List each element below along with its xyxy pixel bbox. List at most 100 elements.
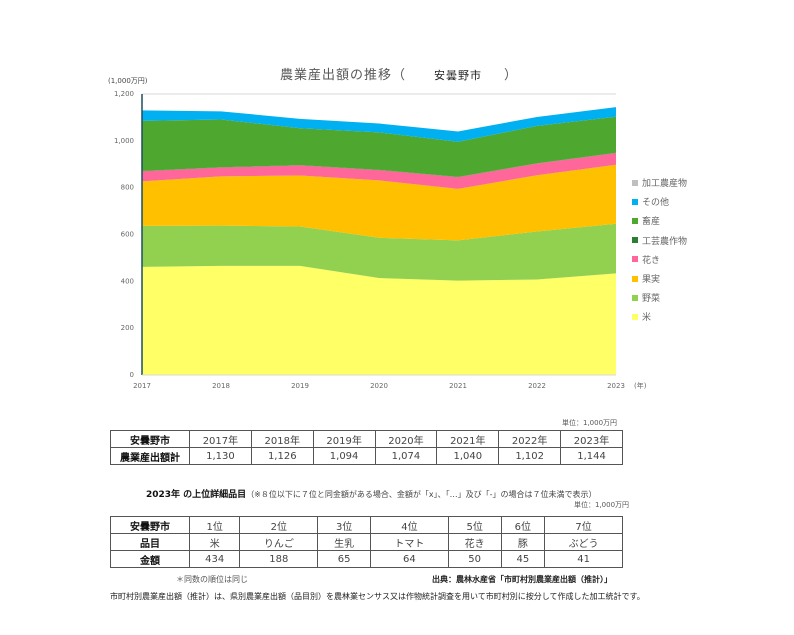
legend-label: 果実 [642, 275, 661, 286]
total-cell: 1,040 [436, 447, 500, 465]
stacked-area-chart: 0 200 400 600 800 1,000 1,200 2017 2018 2019 2020 2… [114, 90, 647, 390]
y-tick-label: 200 [121, 324, 134, 332]
amount-cell: 64 [369, 550, 449, 568]
legend-swatch [632, 294, 638, 301]
top-items-title-main: 2023年 の上位詳細品目 [146, 490, 247, 500]
legend-item: 畜産 [632, 211, 687, 230]
total-cell: 1,144 [560, 447, 623, 465]
x-tick-label: 2022 [528, 382, 546, 390]
item-row: 品目 米りんご 生乳 トマト 花き豚ぶどう [110, 533, 623, 551]
item-cell: トマト [369, 533, 449, 551]
totals-row-label: 農業産出額計 [110, 447, 190, 465]
rank-cell: 1位 [188, 516, 241, 534]
rank-cell: 5位 [447, 516, 502, 534]
totals-header-row: 安曇野市 2017年 2018年 2019年 2020年 2021年 2022年 2023年 [110, 430, 623, 448]
table1-unit: 単位：1,000万円 [562, 419, 618, 427]
amount-cell: 45 [500, 550, 546, 568]
legend-item: 工芸農作物 [632, 231, 687, 250]
item-cell: 生乳 [317, 533, 371, 551]
y-tick-label: 800 [121, 184, 134, 192]
legend-label: 加工農産物 [642, 179, 688, 190]
top-items-table: 安曇野市 1位 2位 3位 4位 5位 6位 7位 品目 米りんご 生乳 トマト 花き豚ぶどう 金… [110, 516, 623, 568]
chart-title-close: ） [504, 68, 519, 83]
x-tick-label: 2018 [212, 382, 230, 390]
area-0 [142, 265, 616, 375]
y-axis-unit: (1,000万円) [108, 77, 148, 85]
legend-label: 花き [642, 255, 661, 266]
table2-unit: 単位：1,000万円 [574, 501, 630, 509]
legend-item: 果実 [632, 269, 687, 288]
amount-cell: 50 [447, 550, 502, 568]
item-cell: 花き [447, 533, 502, 551]
rank-cell: 4位 [369, 516, 449, 534]
rank-row: 安曇野市 1位 2位 3位 4位 5位 6位 7位 [110, 516, 623, 534]
chart-title: 農業産出額の推移（ 安曇野市 ） [280, 64, 518, 83]
amount-cell: 188 [239, 550, 319, 568]
top-items-title: 2023年 の上位詳細品目（※８位以下に７位と同金額がある場合、金額が「x」、「… [146, 487, 597, 500]
total-cell: 1,126 [250, 447, 314, 465]
legend-swatch [632, 198, 638, 205]
legend-swatch [632, 275, 638, 282]
year-cell: 2023年 [560, 430, 623, 448]
legend-item: 加工農産物 [632, 173, 687, 192]
total-cell: 1,102 [498, 447, 562, 465]
chart-title-text: 農業産出額の推移（ [280, 68, 407, 83]
chart-legend: 加工農産物その他畜産工芸農作物花き果実野菜米 [632, 173, 687, 327]
legend-label: 工芸農作物 [642, 236, 688, 247]
item-row-label: 品目 [110, 533, 190, 551]
year-cell: 2022年 [498, 430, 562, 448]
area-1 [142, 223, 616, 281]
total-cell: 1,130 [189, 447, 252, 465]
total-cell: 1,094 [312, 447, 376, 465]
legend-swatch [632, 313, 638, 320]
area-2 [142, 164, 616, 241]
chart-city: 安曇野市 [434, 69, 483, 82]
x-tick-label: 2021 [449, 382, 467, 390]
rank-header-label: 安曇野市 [110, 516, 190, 534]
legend-item: 米 [632, 307, 687, 326]
legend-item: 野菜 [632, 288, 687, 307]
area-6 [142, 107, 616, 142]
rank-cell: 2位 [239, 516, 319, 534]
y-tick-label: 0 [130, 371, 134, 379]
legend-label: 畜産 [642, 217, 661, 228]
legend-label: 米 [642, 313, 652, 324]
item-cell: 米 [188, 533, 241, 551]
y-tick-label: 400 [121, 277, 134, 285]
amount-cell: 434 [188, 550, 241, 568]
x-tick-label: 2017 [133, 382, 151, 390]
legend-swatch [632, 237, 638, 244]
legend-swatch [632, 256, 638, 263]
legend-label: その他 [642, 198, 670, 209]
x-axis-label: (年) [634, 381, 647, 390]
totals-header-label: 安曇野市 [110, 430, 190, 448]
area-3 [142, 153, 616, 189]
amount-cell: 41 [544, 550, 623, 568]
item-cell: ぶどう [544, 533, 623, 551]
totals-table: 安曇野市 2017年 2018年 2019年 2020年 2021年 2022年 2023年… [110, 430, 623, 465]
total-cell: 1,074 [374, 447, 438, 465]
rank-cell: 7位 [544, 516, 623, 534]
tie-note: ＊同数の順位は同じ [176, 575, 248, 584]
y-tick-label: 600 [121, 231, 134, 239]
amount-cell: 65 [317, 550, 371, 568]
legend-swatch [632, 179, 638, 186]
x-tick-label: 2023 [607, 382, 625, 390]
source-note: 出典：農林水産省「市町村別農業産出額（推計）」 [432, 575, 612, 584]
amount-row-label: 金額 [110, 550, 190, 568]
year-cell: 2019年 [312, 430, 376, 448]
year-cell: 2018年 [250, 430, 314, 448]
year-cell: 2020年 [374, 430, 438, 448]
rank-cell: 3位 [317, 516, 371, 534]
x-tick-label: 2020 [370, 382, 388, 390]
rank-cell: 6位 [500, 516, 546, 534]
area-5 [142, 116, 616, 177]
legend-item: その他 [632, 192, 687, 211]
year-cell: 2017年 [189, 430, 252, 448]
item-cell: りんご [239, 533, 319, 551]
totals-row: 農業産出額計 1,130 1,126 1,094 1,074 1,040 1,102 1,1… [110, 447, 623, 465]
legend-label: 野菜 [642, 294, 661, 305]
top-items-title-note: （※８位以下に７位と同金額がある場合、金額が「x」、「…」及び「-」の場合は７位… [246, 490, 597, 499]
y-tick-label: 1,200 [114, 90, 134, 98]
footnote: 市町村別農業産出額（推計）は、県別農業産出額（品目別）を農林業センサス又は作物統… [110, 592, 645, 601]
